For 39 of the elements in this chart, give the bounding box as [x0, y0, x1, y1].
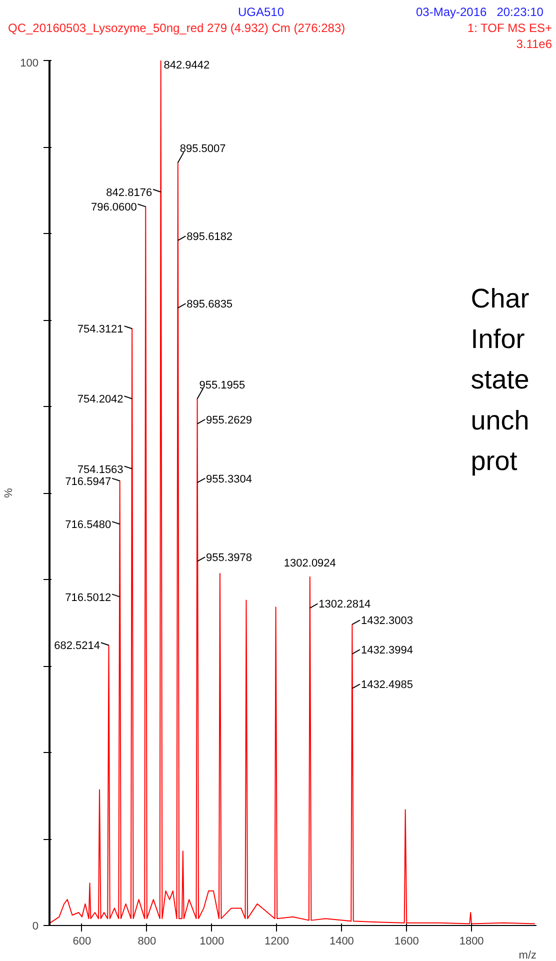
x-tick-label: 1400 [329, 936, 354, 948]
text: 03-May-2016 20:23:10 [416, 4, 544, 21]
annotation: 895.6835 [186, 298, 233, 311]
x-tick-label: 1800 [459, 936, 484, 948]
annotation: 1302.0924 [284, 558, 336, 570]
annotation: 754.1563 [77, 464, 124, 476]
text: UGA510 [238, 4, 284, 21]
annotation: 955.2629 [206, 414, 252, 426]
x-tick-label: 800 [138, 936, 156, 948]
annotation: 842.8176 [106, 186, 152, 199]
x-axis-title: m/z [518, 950, 537, 961]
annotation: 1432.3003 [360, 615, 413, 628]
text: 3.11e6 [516, 36, 552, 53]
annotation: 716.5012 [65, 592, 112, 604]
y-tick-label: 0 [32, 920, 39, 932]
annotation: 754.2042 [77, 394, 124, 406]
x-tick-label: 1000 [200, 936, 224, 948]
x-tick-label: 1600 [394, 936, 419, 948]
x-tick-label: 600 [72, 936, 92, 948]
chart-title: QC_20160503_Lysozyme_50ng_red 279 (4.932) Cm (276:283) [8, 20, 346, 37]
annotation: 955.3304 [206, 473, 252, 486]
annotation: 716.5480 [65, 519, 112, 532]
annotation: 842.9442 [164, 60, 210, 72]
x-tick-label: 1200 [264, 936, 290, 948]
annotation: 754.3121 [77, 324, 124, 336]
annotation: 682.5214 [54, 640, 100, 652]
annotation: 1432.4985 [360, 679, 413, 692]
annotation: 716.5947 [65, 476, 112, 488]
y-axis-title: % [3, 488, 16, 498]
annotation: Char Infor state unch prot [470, 283, 530, 476]
annotation: 1432.3994 [360, 644, 413, 657]
y-tick-label: 100 [20, 58, 39, 70]
annotation: 955.3978 [206, 552, 252, 564]
text: 1: TOF MS ES+ [467, 20, 552, 37]
annotation: 895.6182 [186, 231, 233, 244]
annotation: 1302.2814 [318, 598, 371, 611]
annotation: 796.0600 [90, 202, 137, 214]
annotation: 955.1955 [199, 379, 246, 392]
annotation: 895.5007 [180, 143, 226, 156]
